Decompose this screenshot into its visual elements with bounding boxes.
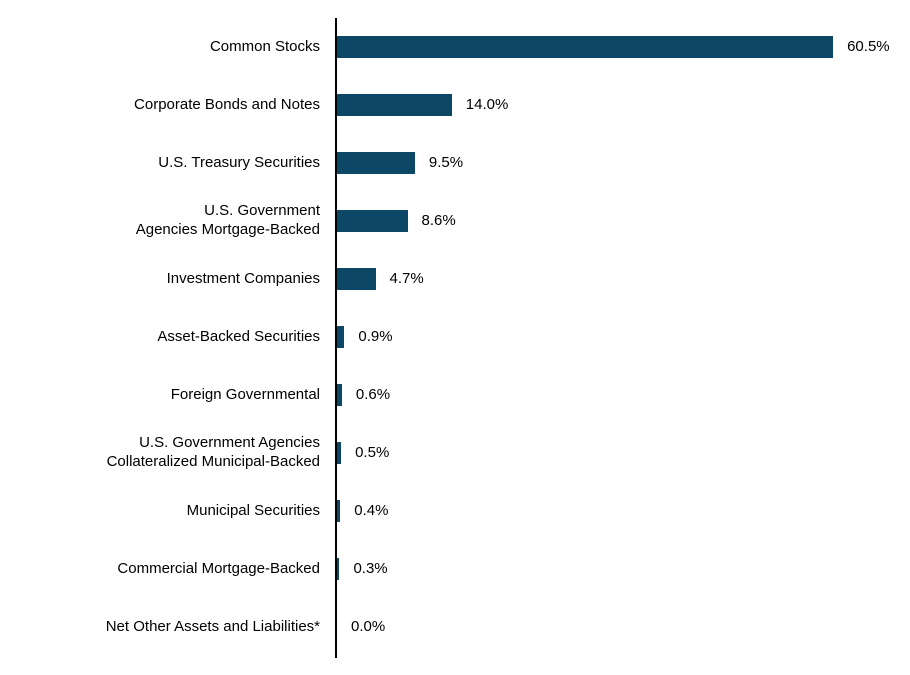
chart-row: Corporate Bonds and Notes 14.0% [0,76,910,134]
bar [337,558,339,580]
chart-row: Investment Companies 4.7% [0,250,910,308]
category-label: Foreign Governmental [0,386,320,405]
value-label: 60.5% [847,38,890,55]
bar [337,500,340,522]
bar [337,152,415,174]
chart-row: Net Other Assets and Liabilities* 0.0% [0,598,910,656]
category-label: Common Stocks [0,38,320,57]
category-label: U.S. Government AgenciesCollateralized M… [0,434,320,472]
chart-row: U.S. GovernmentAgencies Mortgage-Backed 8… [0,192,910,250]
bar [337,384,342,406]
chart-row: Common Stocks 60.5% [0,18,910,76]
category-label: Commercial Mortgage-Backed [0,560,320,579]
chart-row: Asset-Backed Securities 0.9% [0,308,910,366]
category-label: U.S. Treasury Securities [0,154,320,173]
bar [337,210,408,232]
bar [337,326,344,348]
chart-row: U.S. Treasury Securities 9.5% [0,134,910,192]
category-label: Asset-Backed Securities [0,328,320,347]
value-label: 4.7% [390,270,424,287]
allocation-chart: Common Stocks 60.5% Corporate Bonds and No… [0,18,910,658]
category-label: Municipal Securities [0,502,320,521]
value-label: 9.5% [429,154,463,171]
value-label: 14.0% [466,96,509,113]
value-label: 0.4% [354,502,388,519]
value-label: 0.5% [355,444,389,461]
chart-row: Municipal Securities 0.4% [0,482,910,540]
value-label: 0.6% [356,386,390,403]
chart-row: U.S. Government AgenciesCollateralized M… [0,424,910,482]
chart-row: Commercial Mortgage-Backed 0.3% [0,540,910,598]
chart-row: Foreign Governmental 0.6% [0,366,910,424]
value-label: 0.3% [353,560,387,577]
category-label: Investment Companies [0,270,320,289]
bar [337,442,341,464]
value-label: 8.6% [422,212,456,229]
category-label: Net Other Assets and Liabilities* [0,618,320,637]
category-label: Corporate Bonds and Notes [0,96,320,115]
category-label: U.S. GovernmentAgencies Mortgage-Backed [0,202,320,240]
value-label: 0.9% [358,328,392,345]
bar [337,36,833,58]
bar [337,268,376,290]
bar [337,94,452,116]
value-label: 0.0% [351,618,385,635]
